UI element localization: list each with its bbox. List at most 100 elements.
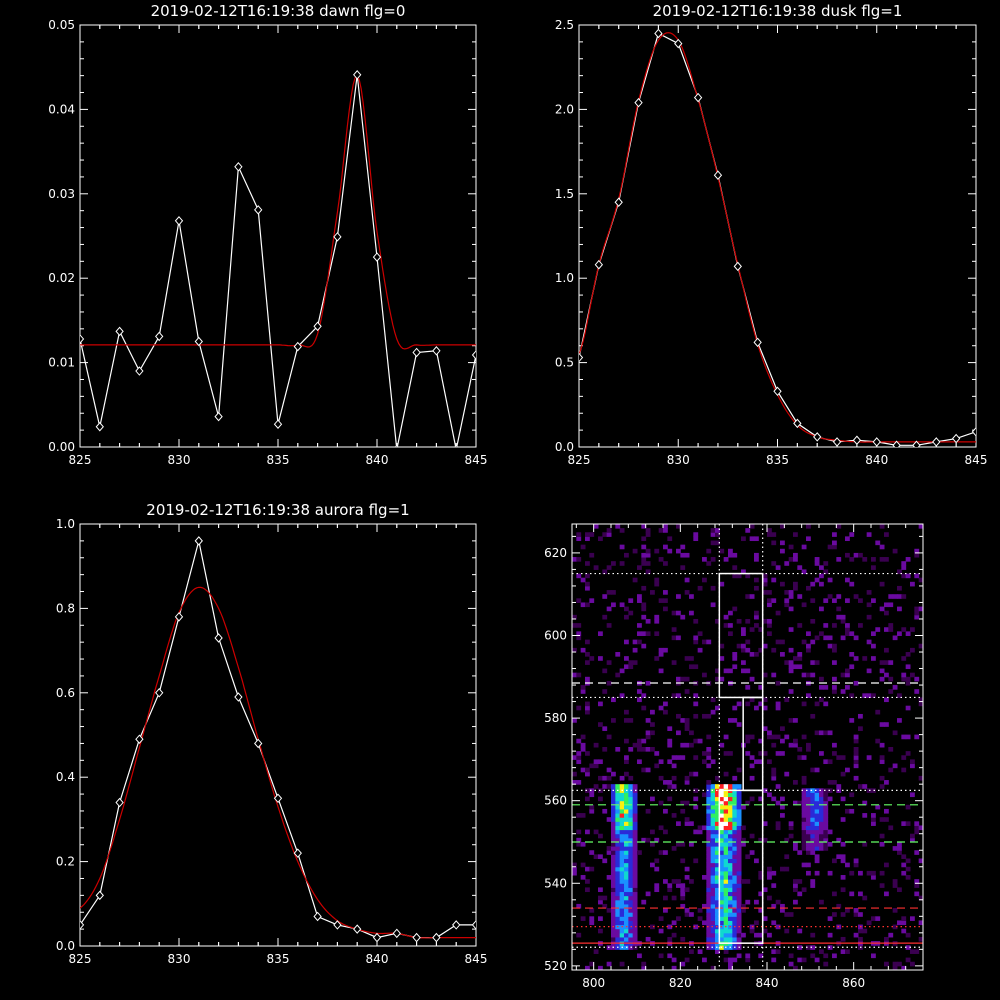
heatmap-cell bbox=[602, 569, 608, 575]
heatmap-cell bbox=[693, 532, 699, 537]
heatmap-cell bbox=[914, 606, 920, 612]
heatmap-cell bbox=[888, 676, 894, 682]
heatmap-cell bbox=[819, 697, 824, 703]
heatmap-cell bbox=[658, 775, 664, 781]
heatmap-cell bbox=[780, 813, 785, 818]
heatmap-cell bbox=[853, 738, 859, 744]
heatmap-cell bbox=[637, 594, 642, 599]
heatmap-cell bbox=[806, 870, 811, 876]
heatmap-cell bbox=[706, 734, 712, 740]
heatmap-cell bbox=[628, 610, 634, 616]
heatmap-cell bbox=[715, 800, 720, 806]
heatmap-cell bbox=[611, 891, 616, 897]
heatmap-cell bbox=[745, 639, 751, 645]
data-point-marker bbox=[634, 97, 643, 108]
heatmap-cell bbox=[641, 738, 647, 744]
heatmap-cell bbox=[814, 792, 820, 798]
heatmap-cell bbox=[611, 879, 616, 884]
heatmap-cell bbox=[710, 965, 716, 971]
heatmap-cell bbox=[723, 908, 729, 913]
heatmap-cell bbox=[892, 924, 898, 930]
heatmap-cell bbox=[754, 610, 759, 616]
heatmap-cell bbox=[741, 825, 746, 831]
heatmap-cell bbox=[788, 594, 794, 599]
heatmap-cell bbox=[619, 544, 625, 550]
heatmap-cell bbox=[732, 821, 738, 826]
heatmap-cell bbox=[897, 846, 902, 851]
heatmap-cell bbox=[758, 701, 764, 707]
heatmap-cell bbox=[797, 945, 803, 950]
heatmap-cell bbox=[762, 788, 768, 793]
heatmap-cell bbox=[619, 936, 625, 942]
heatmap-cell bbox=[788, 606, 794, 612]
heatmap-cell bbox=[615, 850, 621, 855]
heatmap-cell bbox=[632, 792, 638, 798]
heatmap-cell bbox=[693, 788, 699, 793]
heatmap-cell bbox=[793, 552, 798, 558]
heatmap-cell bbox=[619, 854, 625, 859]
heatmap-cell bbox=[754, 652, 759, 657]
heatmap-cell bbox=[784, 602, 790, 608]
heatmap-cell bbox=[806, 862, 811, 868]
heatmap-cell bbox=[615, 800, 621, 806]
heatmap-cell bbox=[884, 780, 889, 785]
heatmap-cell bbox=[849, 870, 855, 876]
heatmap-cell bbox=[762, 887, 768, 893]
heatmap-cell bbox=[706, 875, 712, 880]
data-point-marker bbox=[654, 28, 663, 39]
heatmap-cell bbox=[732, 903, 738, 909]
heatmap-cell bbox=[645, 891, 651, 897]
heatmap-cell bbox=[624, 796, 629, 802]
heatmap-cell bbox=[767, 870, 772, 876]
heatmap-cell bbox=[589, 961, 595, 967]
heatmap-cell bbox=[814, 821, 820, 826]
x-tick-label: 840 bbox=[865, 453, 888, 467]
heatmap-cell bbox=[602, 808, 608, 814]
heatmap-cell bbox=[845, 577, 850, 583]
heatmap-cell bbox=[784, 866, 790, 872]
heatmap-cell bbox=[723, 614, 729, 620]
heatmap-cell bbox=[728, 891, 733, 897]
heatmap-cell bbox=[810, 837, 816, 843]
heatmap-cell bbox=[697, 908, 703, 913]
heatmap-cell bbox=[732, 879, 738, 884]
heatmap-cell bbox=[736, 722, 742, 727]
heatmap-cell bbox=[719, 841, 725, 847]
data-series-line bbox=[80, 74, 476, 447]
heatmap-cell bbox=[732, 652, 738, 657]
heatmap-cell bbox=[723, 821, 729, 826]
heatmap-cell bbox=[706, 858, 712, 864]
heatmap-cell bbox=[632, 647, 638, 653]
heatmap-cell bbox=[810, 841, 816, 847]
fit-curve bbox=[80, 586, 476, 939]
heatmap-cell bbox=[606, 528, 612, 533]
heatmap-cell bbox=[723, 895, 729, 901]
heatmap-cell bbox=[788, 544, 794, 550]
heatmap-cell bbox=[619, 903, 625, 909]
heatmap-cell bbox=[624, 887, 629, 893]
heatmap-cell bbox=[762, 581, 768, 587]
heatmap-cell bbox=[801, 825, 807, 831]
heatmap-cell bbox=[710, 697, 716, 703]
heatmap-cell bbox=[901, 594, 907, 599]
heatmap-cell bbox=[745, 854, 751, 859]
heatmap-cell bbox=[723, 932, 729, 938]
heatmap-cell bbox=[806, 804, 811, 810]
heatmap-cell bbox=[676, 841, 681, 847]
heatmap-cell bbox=[654, 883, 660, 888]
heatmap-cell bbox=[871, 598, 876, 603]
x-tick-label: 840 bbox=[756, 976, 779, 990]
heatmap-cell bbox=[654, 858, 660, 864]
heatmap-cell bbox=[719, 850, 725, 855]
heatmap-cell bbox=[658, 953, 664, 959]
data-point-marker bbox=[353, 924, 362, 934]
heatmap-cell bbox=[801, 569, 807, 575]
heatmap-cell bbox=[827, 730, 833, 736]
heatmap-cell bbox=[879, 544, 885, 550]
heatmap-cell bbox=[684, 718, 690, 723]
heatmap-cell bbox=[611, 590, 616, 595]
heatmap-cell bbox=[632, 920, 638, 926]
heatmap-cell bbox=[706, 639, 712, 645]
heatmap-cell bbox=[780, 581, 785, 587]
heatmap-cell bbox=[680, 887, 686, 893]
